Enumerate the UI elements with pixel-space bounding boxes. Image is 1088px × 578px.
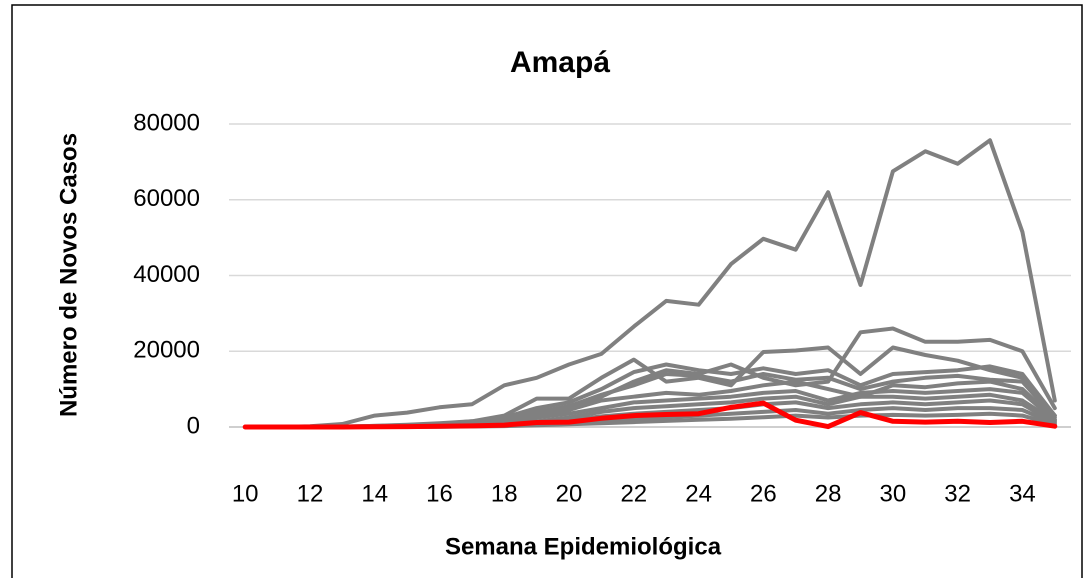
x-tick-label: 22 [620,480,647,507]
x-tick-label: 12 [297,480,324,507]
y-tick-label: 20000 [133,337,200,364]
x-tick-label: 10 [232,480,259,507]
x-tick-label: 24 [685,480,712,507]
chart-border [11,4,1083,578]
x-tick-label: 28 [815,480,842,507]
x-tick-label: 18 [491,480,518,507]
series-line [242,400,1058,430]
x-tick-label: 14 [361,480,388,507]
x-tick-label: 30 [880,480,907,507]
x-tick-label: 26 [750,480,777,507]
x-axis-label: Semana Epidemiológica [445,533,722,560]
chart-title: Amapá [510,46,610,79]
x-tick-label: 34 [1009,480,1036,507]
y-tick-label: 80000 [133,109,200,136]
x-tick-label: 32 [944,480,971,507]
y-tick-label: 60000 [133,185,200,212]
y-axis-label: Número de Novos Casos [55,133,82,417]
x-tick-label: 16 [426,480,453,507]
y-tick-label: 0 [187,412,200,439]
x-tick-label: 20 [556,480,583,507]
y-tick-label: 40000 [133,261,200,288]
series-line [243,138,1057,429]
